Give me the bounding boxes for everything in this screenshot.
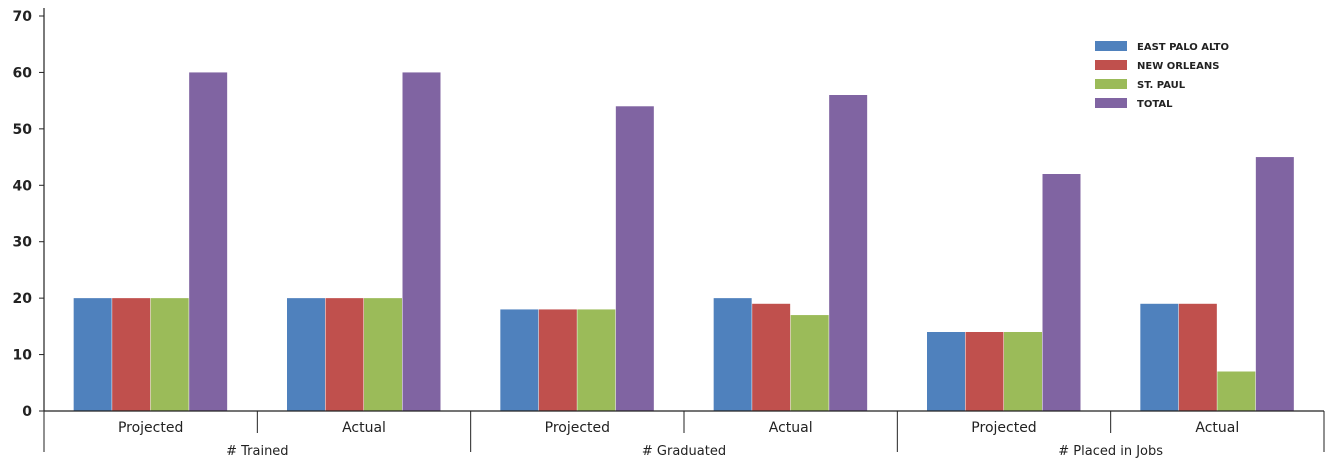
x-category-label: Projected <box>971 420 1036 436</box>
bar-total <box>189 72 228 411</box>
y-tick-label: 20 <box>13 291 33 307</box>
y-tick-label: 70 <box>13 9 33 25</box>
y-tick-label: 10 <box>13 348 33 364</box>
y-tick-label: 50 <box>13 122 33 138</box>
x-category-label: Actual <box>1195 420 1239 436</box>
bar-east-palo-alto <box>287 298 325 411</box>
bar-st-paul <box>790 315 829 411</box>
bar-east-palo-alto <box>500 309 539 411</box>
chart-axes <box>43 8 1325 452</box>
bar-st-paul <box>1004 332 1042 411</box>
legend-label: TOTAL <box>1137 99 1173 110</box>
x-group-label: # Placed in Jobs <box>1058 444 1163 459</box>
x-category-label: Actual <box>342 420 386 436</box>
chart-legend: EAST PALO ALTO NEW ORLEANS ST. PAUL TOTAL <box>1095 41 1229 110</box>
legend-swatch <box>1095 41 1127 51</box>
legend-swatch <box>1095 60 1127 70</box>
legend-swatch <box>1095 98 1127 108</box>
bar-east-palo-alto <box>927 332 965 411</box>
bar-st-paul <box>150 298 189 411</box>
bar-new-orleans <box>112 298 151 411</box>
chart-bars <box>73 72 1294 412</box>
bar-new-orleans <box>1178 303 1217 411</box>
bar-st-paul <box>1217 371 1256 411</box>
bar-east-palo-alto <box>713 298 752 411</box>
bar-total <box>829 95 868 411</box>
x-category-label: Actual <box>769 420 813 436</box>
bar-east-palo-alto <box>1140 303 1179 411</box>
y-tick-label: 60 <box>13 65 33 81</box>
bar-st-paul <box>364 298 402 411</box>
x-category-label: Projected <box>545 420 610 436</box>
y-tick-label: 40 <box>13 178 33 194</box>
bar-new-orleans <box>325 298 364 411</box>
x-axis-labels: Projected Actual Projected Actual Projected A… <box>118 420 1239 459</box>
y-tick-label: 30 <box>13 235 33 251</box>
bar-total <box>1042 174 1081 411</box>
x-category-label: Projected <box>118 420 183 436</box>
bar-east-palo-alto <box>73 298 112 411</box>
x-group-label: # Trained <box>226 444 288 459</box>
legend-label: NEW ORLEANS <box>1137 61 1219 72</box>
bar-st-paul <box>577 309 616 411</box>
legend-label: EAST PALO ALTO <box>1137 42 1229 53</box>
bar-total <box>615 106 654 412</box>
x-group-label: # Graduated <box>642 444 726 459</box>
y-tick-label: 0 <box>22 404 32 420</box>
bar-total <box>1255 157 1294 411</box>
bar-total <box>402 72 441 411</box>
y-axis-ticks: 0 10 20 30 40 50 60 70 <box>13 9 44 420</box>
legend-label: ST. PAUL <box>1137 80 1186 91</box>
bar-new-orleans <box>538 309 577 411</box>
legend-swatch <box>1095 79 1127 89</box>
bar-new-orleans <box>752 303 791 411</box>
bar-new-orleans <box>965 332 1004 411</box>
